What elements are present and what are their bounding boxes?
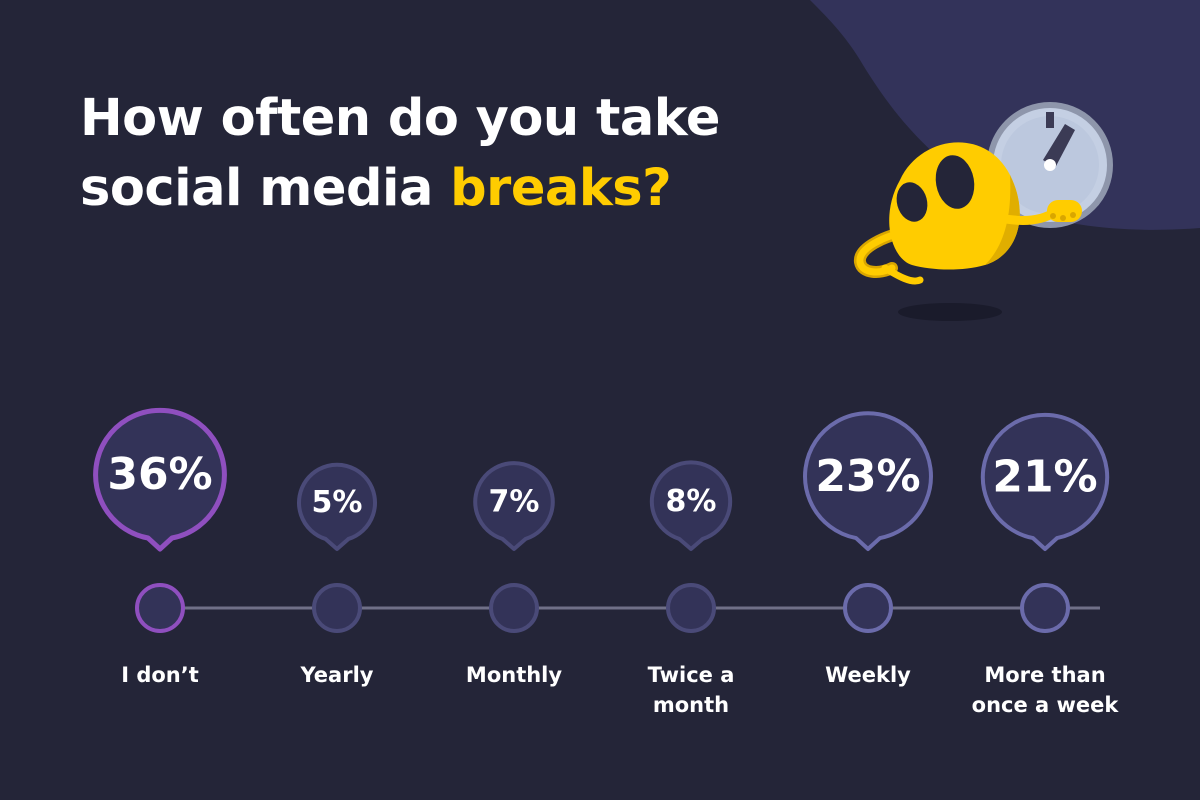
- bubble-shape: [980, 412, 1110, 551]
- timeline-marker: [489, 583, 539, 633]
- value-label: 21%: [992, 452, 1097, 503]
- page-title: How often do you take social media break…: [80, 84, 720, 224]
- bubble-2: 7%: [473, 461, 555, 551]
- category-label: once a week: [972, 693, 1120, 717]
- bubble-shape: [297, 462, 377, 551]
- timeline-marker: [843, 583, 893, 633]
- value-label: 7%: [489, 484, 540, 519]
- bubble-shape: [93, 407, 227, 552]
- yellow-ghost-mascot: [854, 142, 1082, 285]
- category-label: Twice a: [648, 663, 735, 687]
- timeline-marker: [312, 583, 362, 633]
- category-label: month: [653, 693, 729, 717]
- mascot-shadow: [898, 303, 1002, 321]
- bubble-3: 8%: [649, 460, 733, 551]
- title-line-1: How often do you take: [80, 89, 720, 148]
- timeline-marker: [666, 583, 716, 633]
- bubble-5: 21%: [980, 412, 1110, 551]
- bubble-shape: [473, 461, 555, 551]
- timeline-marker: [135, 583, 185, 633]
- category-label: I don’t: [121, 663, 199, 687]
- timeline-marker: [1020, 583, 1070, 633]
- bubble-shape: [803, 411, 933, 551]
- bubble-4: 23%: [803, 411, 933, 551]
- category-label: Yearly: [300, 663, 374, 687]
- category-label: Monthly: [466, 663, 562, 687]
- category-label: Weekly: [825, 663, 911, 687]
- category-label: More than: [984, 663, 1105, 687]
- bubble-0: 36%: [93, 407, 227, 552]
- bubble-1: 5%: [297, 462, 377, 551]
- clock-icon: [987, 102, 1113, 228]
- title-accent-word: breaks?: [450, 159, 672, 218]
- title-line-2: social media: [80, 159, 451, 218]
- value-label: 23%: [815, 451, 920, 502]
- value-label: 36%: [107, 449, 212, 500]
- value-label: 8%: [666, 484, 717, 519]
- bubble-shape: [649, 460, 733, 551]
- value-label: 5%: [312, 485, 363, 520]
